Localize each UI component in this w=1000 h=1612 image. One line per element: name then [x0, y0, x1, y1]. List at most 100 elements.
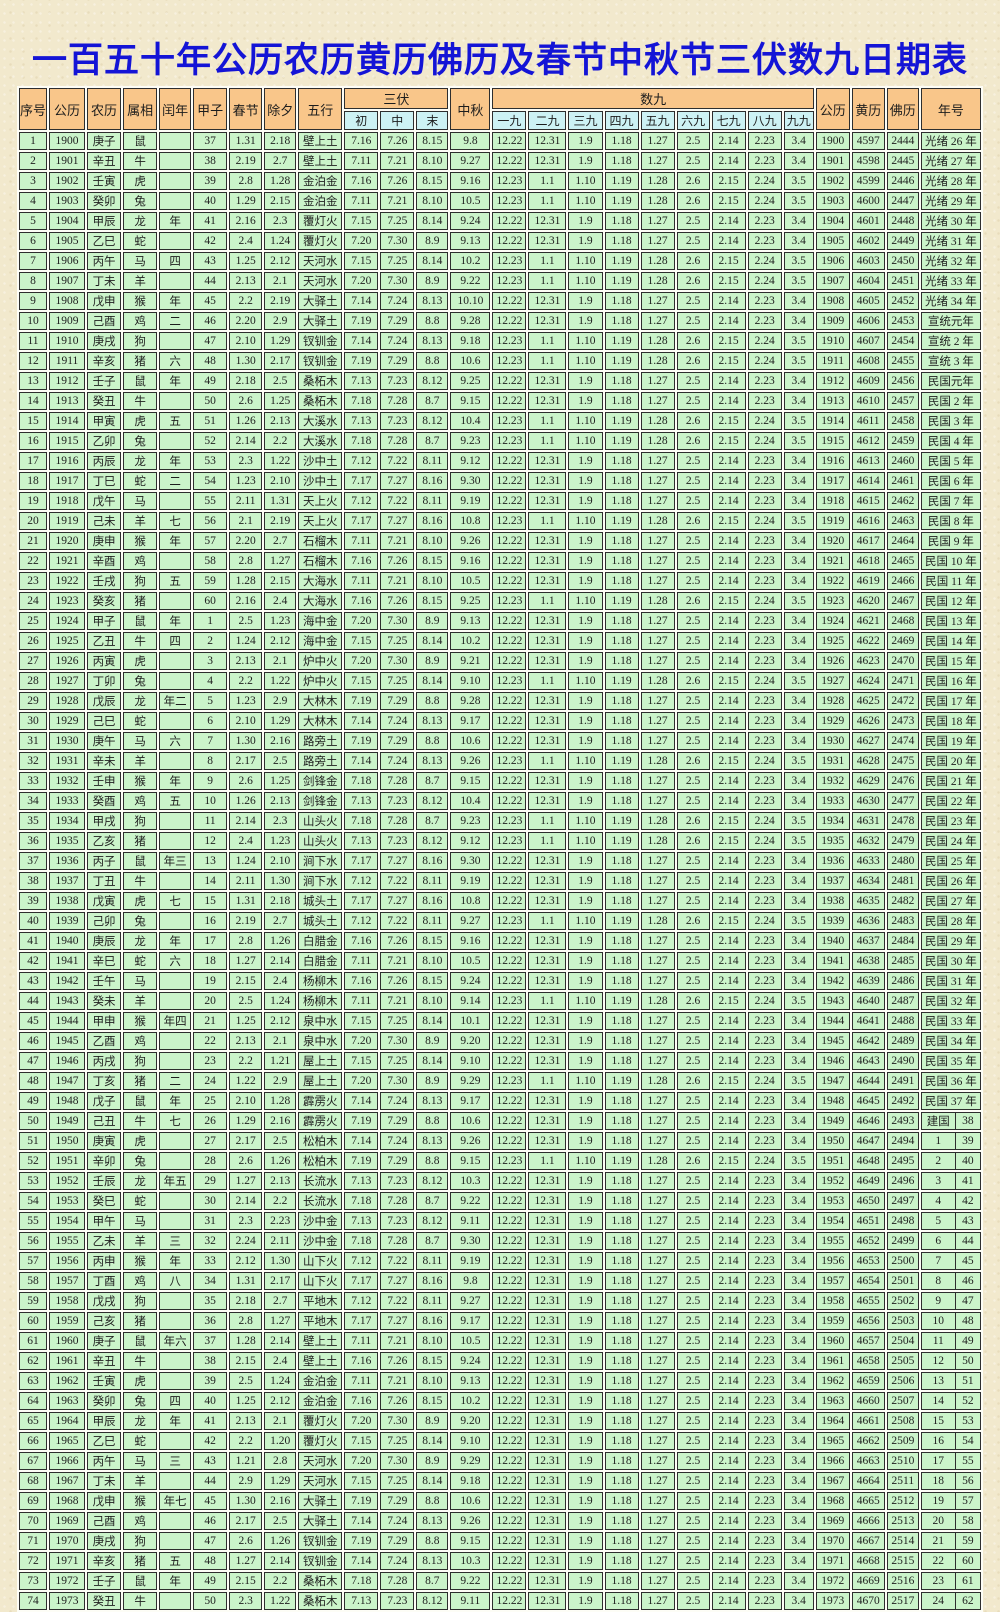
cell-chuxi: 2.7 — [264, 532, 297, 550]
cell-nianhao: 6 44 — [920, 1232, 981, 1250]
cell-mofu: 8.11 — [416, 1292, 449, 1310]
cell-chunjie: 2.16 — [229, 212, 263, 230]
cell-shuxiang: 羊 — [123, 1472, 158, 1490]
cell-runnian — [159, 652, 192, 670]
cell-chuxi: 1.29 — [264, 332, 297, 350]
table-row: 68 1967 丁未羊 44 2.9 1.29 天河水 7.15 7.25 8.14 9.18 12.… — [19, 1472, 981, 1490]
cell-xuhao: 15 — [19, 412, 48, 430]
cell-wujiu: 1.28 — [640, 992, 675, 1010]
cell-chuxi: 1.31 — [264, 492, 297, 510]
cell-jiazi: 39 — [193, 172, 228, 190]
cell-sanjiu: 1.9 — [568, 612, 603, 630]
cell-erjiu: 12.31 — [528, 732, 567, 750]
era-right-value: 61 — [962, 1575, 974, 1587]
cell-gongli: 1948 — [49, 1092, 86, 1110]
cell-chunjie: 1.26 — [229, 412, 263, 430]
cell-chufu: 7.20 — [344, 612, 379, 630]
cell-chuxi: 1.22 — [264, 452, 297, 470]
cell-zhongfu: 7.26 — [380, 1392, 415, 1410]
cell-chuxi: 2.12 — [264, 1012, 297, 1030]
cell-runnian — [159, 332, 192, 350]
cell-wuxing: 壁上土 — [298, 152, 343, 170]
cell-jiujiu: 3.4 — [783, 732, 814, 750]
cell-gongli: 1961 — [49, 1352, 86, 1370]
cell-sijiu: 1.18 — [604, 1212, 639, 1230]
cell-sanjiu: 1.9 — [568, 732, 603, 750]
cell-xuhao: 47 — [19, 1052, 48, 1070]
cell-sijiu: 1.19 — [604, 1152, 639, 1170]
cell-bajiu: 2.24 — [747, 672, 782, 690]
cell-gongli2: 1972 — [815, 1572, 850, 1590]
cell-chunjie: 2.17 — [229, 1132, 263, 1150]
cell-foli: 2480 — [886, 852, 919, 870]
cell-liujiu: 2.6 — [676, 592, 710, 610]
era-left-value: 21 — [922, 1533, 956, 1549]
cell-sanjiu: 1.10 — [568, 332, 603, 350]
cell-bajiu: 2.23 — [747, 1432, 782, 1450]
cell-jiazi: 57 — [193, 532, 228, 550]
cell-chufu: 7.19 — [344, 692, 379, 710]
cell-nongli: 己未 — [87, 512, 122, 530]
cell-xuhao: 70 — [19, 1512, 48, 1530]
cell-bajiu: 2.23 — [747, 212, 782, 230]
cell-liujiu: 2.6 — [676, 272, 710, 290]
cell-wuxing: 大溪水 — [298, 432, 343, 450]
era-right-value: 48 — [962, 1315, 974, 1327]
cell-chunjie: 2.18 — [229, 1292, 263, 1310]
cell-jiazi: 49 — [193, 1572, 228, 1590]
cell-bajiu: 2.23 — [747, 1412, 782, 1430]
cell-sijiu: 1.18 — [604, 632, 639, 650]
cell-foli: 2504 — [886, 1332, 919, 1350]
cell-liujiu: 2.5 — [676, 472, 710, 490]
cell-mofu: 8.9 — [416, 1032, 449, 1050]
cell-huangli: 4641 — [851, 1012, 885, 1030]
cell-nongli: 乙巳 — [87, 232, 122, 250]
table-row: 27 1926 丙寅虎 3 2.13 2.1 炉中火 7.20 7.30 8.9 9.21 12.22… — [19, 652, 981, 670]
cell-xuhao: 43 — [19, 972, 48, 990]
cell-erjiu: 1.1 — [528, 512, 567, 530]
cell-jiazi: 28 — [193, 1152, 228, 1170]
cell-zhongfu: 7.21 — [380, 572, 415, 590]
cell-nianhao: 民国 7 年 — [920, 492, 981, 510]
cell-yijiu: 12.23 — [492, 912, 527, 930]
cell-huangli: 4600 — [851, 192, 885, 210]
cell-nianhao: 民国 19 年 — [920, 732, 981, 750]
cell-wuxing: 天河水 — [298, 252, 343, 270]
cell-nianhao: 民国 26 年 — [920, 872, 981, 890]
cell-qijiu: 2.14 — [711, 732, 746, 750]
cell-nianhao: 3 41 — [920, 1172, 981, 1190]
cell-chufu: 7.17 — [344, 512, 379, 530]
cell-runnian: 年 — [159, 532, 192, 550]
cell-zhongqiu: 9.18 — [450, 332, 491, 350]
cell-yijiu: 12.22 — [492, 1452, 527, 1470]
cell-qijiu: 2.14 — [711, 492, 746, 510]
cell-yijiu: 12.22 — [492, 1552, 527, 1570]
cell-chunjie: 2.16 — [229, 592, 263, 610]
cell-sanjiu: 1.9 — [568, 1132, 603, 1150]
cell-wujiu: 1.27 — [640, 1332, 675, 1350]
cell-sanjiu: 1.9 — [568, 1292, 603, 1310]
cell-erjiu: 12.31 — [528, 852, 567, 870]
cell-qijiu: 2.15 — [711, 172, 746, 190]
cell-mofu: 8.10 — [416, 572, 449, 590]
cell-zhongqiu: 10.6 — [450, 1112, 491, 1130]
cell-wujiu: 1.28 — [640, 432, 675, 450]
cell-jiujiu: 3.5 — [783, 592, 814, 610]
cell-huangli: 4646 — [851, 1112, 885, 1130]
cell-qijiu: 2.14 — [711, 132, 746, 150]
cell-gongli: 1904 — [49, 212, 86, 230]
table-row: 52 1951 辛卯兔 28 2.6 1.26 松柏木 7.19 7.29 8.8 9.15 12.2… — [19, 1152, 981, 1170]
cell-nongli: 辛亥 — [87, 352, 122, 370]
cell-mofu: 8.13 — [416, 292, 449, 310]
cell-wuxing: 屋上土 — [298, 1052, 343, 1070]
cell-jiazi: 60 — [193, 592, 228, 610]
cell-chufu: 7.14 — [344, 292, 379, 310]
cell-sanjiu: 1.9 — [568, 1472, 603, 1490]
cell-chunjie: 1.29 — [229, 192, 263, 210]
cell-xuhao: 24 — [19, 592, 48, 610]
cell-wujiu: 1.27 — [640, 132, 675, 150]
cell-chunjie: 2.8 — [229, 932, 263, 950]
cell-foli: 2465 — [886, 552, 919, 570]
cell-chunjie: 1.30 — [229, 1492, 263, 1510]
cell-runnian: 七 — [159, 1112, 192, 1130]
